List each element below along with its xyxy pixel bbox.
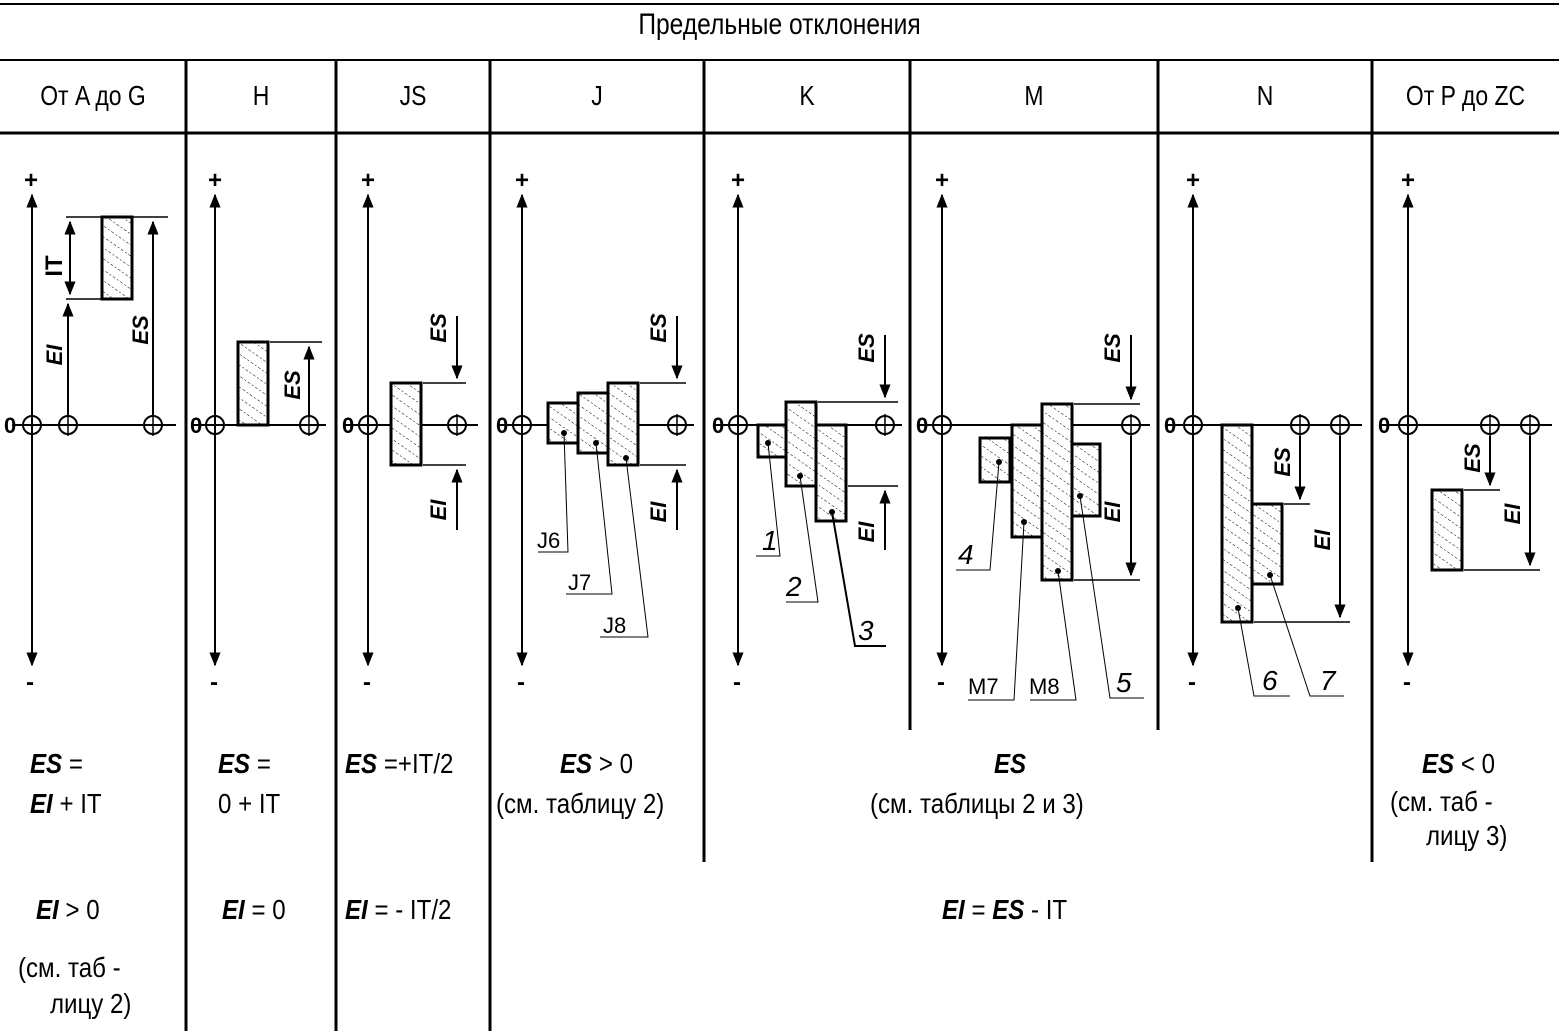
svg-text:ES: ES — [1270, 447, 1295, 477]
formula-kmn-es: ES — [994, 748, 1027, 779]
svg-text:3: 3 — [858, 615, 874, 646]
svg-text:0: 0 — [4, 413, 16, 438]
zone-j: ES EI J6 J7 J8 — [537, 313, 686, 638]
formula-ag-ref: (см. таб - — [18, 952, 121, 983]
formula-common-ei: EI = ES - IT — [942, 894, 1068, 925]
formula-js-es: ES =+IT/2 — [345, 748, 454, 779]
column-header-p-zc: От P до ZC — [1405, 80, 1526, 111]
svg-text:+: + — [208, 167, 222, 194]
svg-text:EI: EI — [1500, 503, 1525, 525]
svg-text:-: - — [733, 669, 741, 696]
formula-ag-es: ES = — [30, 748, 83, 779]
svg-text:ES: ES — [1100, 333, 1125, 363]
formula-pzc-ref-2: лицу 3) — [1426, 820, 1508, 851]
formula-j-ref: (см. таблицу 2) — [496, 788, 665, 819]
zone-m: ES EI 4 M7 M8 5 — [956, 333, 1144, 701]
svg-text:EI: EI — [646, 501, 671, 523]
svg-text:4: 4 — [958, 539, 974, 570]
page-title: Предельные отклонения — [638, 8, 921, 41]
svg-text:J8: J8 — [603, 613, 626, 638]
svg-text:0: 0 — [496, 413, 508, 438]
column-header-h: H — [252, 80, 270, 111]
svg-text:0: 0 — [190, 413, 202, 438]
svg-text:-: - — [210, 669, 218, 696]
column-header-a-g: От A до G — [40, 80, 146, 111]
minus-sign: - — [26, 669, 34, 696]
svg-text:5: 5 — [1116, 667, 1132, 698]
svg-text:+: + — [935, 167, 949, 194]
column-header-j: J — [591, 80, 603, 111]
svg-text:ES: ES — [426, 313, 451, 343]
svg-text:0: 0 — [712, 413, 724, 438]
svg-text:-: - — [1403, 669, 1411, 696]
table-grid — [0, 3, 1559, 1031]
formula-h-es: ES = — [218, 748, 271, 779]
formula-pzc-ref: (см. таб - — [1390, 786, 1493, 817]
svg-text:EI: EI — [854, 521, 879, 543]
formula-ag-ref-2: лицу 2) — [50, 988, 132, 1019]
zone-h: ES — [236, 340, 322, 427]
svg-text:ES: ES — [854, 333, 879, 363]
svg-text:-: - — [363, 669, 371, 696]
svg-text:2: 2 — [785, 571, 802, 602]
svg-text:0: 0 — [1164, 413, 1176, 438]
svg-text:0: 0 — [916, 413, 928, 438]
svg-text:+: + — [361, 167, 375, 194]
formula-kmn-ref: (см. таблицы 2 и 3) — [870, 788, 1084, 819]
axis-signs: + - + - + - + - + - + - + - + - — [24, 167, 1415, 696]
svg-text:+: + — [515, 167, 529, 194]
svg-text:ES: ES — [280, 370, 305, 400]
svg-text:ES: ES — [646, 313, 671, 343]
svg-text:7: 7 — [1320, 665, 1337, 696]
zone-n: ES EI 6 7 — [1220, 423, 1350, 697]
svg-text:+: + — [1186, 167, 1200, 194]
svg-text:J7: J7 — [568, 570, 591, 595]
svg-text:EI: EI — [42, 344, 67, 366]
svg-text:IT: IT — [41, 255, 68, 277]
svg-text:-: - — [1188, 669, 1196, 696]
svg-text:0: 0 — [342, 413, 354, 438]
column-header-m: M — [1024, 80, 1044, 111]
svg-text:ES: ES — [128, 315, 153, 345]
svg-text:EI: EI — [1310, 529, 1335, 551]
svg-text:M8: M8 — [1029, 674, 1060, 699]
column-header-k: K — [799, 80, 815, 111]
zone-js: ES EI — [389, 313, 466, 530]
svg-text:1: 1 — [762, 525, 778, 556]
plus-sign: + — [24, 167, 38, 194]
column-header-js: JS — [399, 80, 427, 111]
formula-ag-ei: EI > 0 — [36, 894, 100, 925]
svg-text:+: + — [731, 167, 745, 194]
formula-js-ei: EI = - IT/2 — [345, 894, 452, 925]
svg-text:M7: M7 — [968, 674, 999, 699]
svg-text:EI: EI — [1100, 501, 1125, 523]
svg-text:ES: ES — [1460, 443, 1485, 473]
svg-text:-: - — [937, 669, 945, 696]
svg-text:0: 0 — [1378, 413, 1390, 438]
zone-k: ES EI 1 2 3 — [756, 333, 898, 647]
zero-labels: 0 0 0 0 0 0 0 0 — [4, 413, 1390, 438]
svg-text:-: - — [517, 669, 525, 696]
svg-text:EI: EI — [426, 499, 451, 521]
zone-a-g: IT EI ES — [41, 215, 168, 416]
formula-h-ei: EI = 0 — [222, 894, 286, 925]
formula-h-es-2: 0 + IT — [218, 788, 281, 819]
formula-pzc-es: ES < 0 — [1422, 748, 1495, 779]
svg-text:+: + — [1401, 167, 1415, 194]
zone-p-zc: ES EI — [1430, 436, 1540, 572]
column-header-n: N — [1256, 80, 1274, 111]
svg-text:6: 6 — [1262, 665, 1278, 696]
formula-j-es: ES > 0 — [560, 748, 633, 779]
svg-text:J6: J6 — [537, 528, 560, 553]
formula-ag-es-2: EI + IT — [30, 788, 102, 819]
